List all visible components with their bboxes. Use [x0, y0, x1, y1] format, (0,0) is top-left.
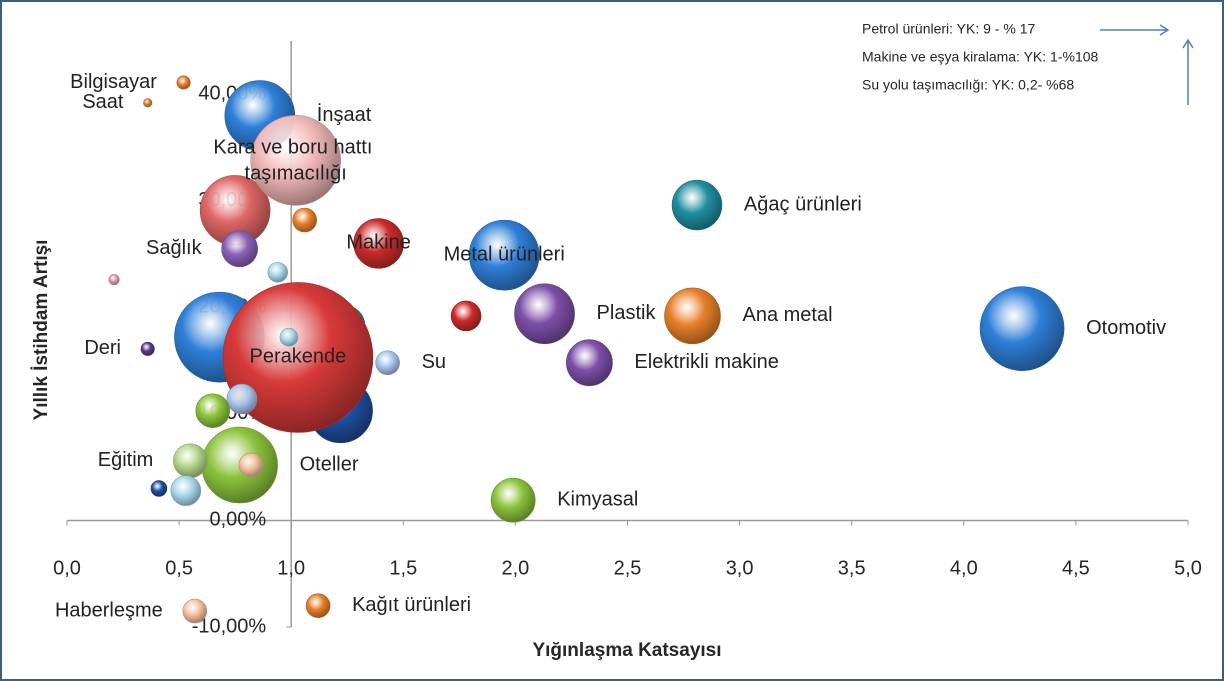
data-label: Sağlık — [146, 237, 203, 259]
bubble — [292, 207, 317, 233]
bubble — [108, 274, 120, 286]
x-tick-label: 0,5 — [165, 557, 193, 579]
bubble — [195, 393, 231, 428]
data-label: Bilgisayar — [70, 71, 157, 93]
y-tick-label: -10,00% — [192, 615, 267, 637]
bubble — [353, 218, 404, 269]
bubble — [238, 452, 264, 478]
bubble — [566, 339, 613, 387]
x-tick-label: 4,0 — [950, 557, 978, 579]
bubble — [222, 282, 374, 433]
data-label: Ana metal — [743, 304, 833, 326]
bubble — [490, 477, 536, 523]
x-tick-label: 2,0 — [501, 557, 529, 579]
annotation: Petrol ürünleri: YK: 9 - % 17 — [862, 21, 1035, 37]
y-axis-title: Yıllık İstihdam Artışı — [31, 240, 52, 421]
bubble — [143, 98, 153, 108]
y-tick-label: 0,00% — [209, 509, 266, 531]
data-label: Haberleşme — [55, 599, 163, 621]
x-tick-label: 4,5 — [1062, 557, 1090, 579]
data-label: Kara ve boru hattı taşımacılığı — [213, 137, 378, 185]
bubble — [267, 261, 288, 283]
data-label: Deri — [84, 337, 121, 359]
data-label: Oteller — [300, 453, 359, 475]
data-label: Kağıt ürünleri — [352, 594, 471, 616]
bubble — [375, 350, 400, 376]
bubble — [305, 593, 331, 618]
annotation: Su yolu taşımacılığı: YK: 0,2- %68 — [862, 77, 1074, 93]
data-label: Ağaç ürünleri — [744, 193, 862, 215]
data-label: Perakende — [250, 346, 347, 368]
bubble — [221, 230, 258, 268]
annotation-arrows — [1100, 24, 1194, 105]
bubble — [150, 480, 168, 497]
x-tick-label: 1,0 — [277, 557, 305, 579]
data-label: Su — [422, 351, 446, 373]
annotation: Makine ve eşya kiralama: YK: 1-%108 — [862, 49, 1099, 65]
data-label: Otomotiv — [1086, 317, 1166, 339]
bubble — [450, 300, 482, 332]
x-tick-label: 1,5 — [389, 557, 417, 579]
bubble — [979, 286, 1065, 371]
bubble — [182, 598, 208, 624]
x-tick-label: 0,0 — [53, 557, 81, 579]
bubble — [170, 475, 202, 506]
bubble — [664, 287, 721, 345]
x-axis-title: Yığınlaşma Katsayısı — [532, 640, 721, 661]
bubble — [279, 327, 299, 347]
data-label: Makine — [346, 232, 410, 254]
data-label: Plastik — [597, 302, 657, 324]
bubble — [514, 283, 575, 345]
data-label: Saat — [82, 91, 124, 113]
bubble — [671, 179, 723, 231]
data-label: Elektrikli makine — [634, 351, 778, 373]
bubble — [250, 115, 341, 206]
x-tick-label: 3,5 — [838, 557, 866, 579]
bubble — [468, 219, 540, 291]
bubble — [140, 341, 155, 356]
bubble — [226, 383, 258, 415]
data-label: Metal ürünleri — [444, 243, 565, 265]
data-label: Kimyasal — [557, 488, 638, 510]
x-tick-label: 2,5 — [614, 557, 642, 579]
data-label: İnşaat — [317, 103, 372, 126]
bubble — [173, 443, 208, 479]
bubble — [176, 75, 191, 90]
x-tick-label: 5,0 — [1174, 557, 1202, 579]
x-tick-label: 3,0 — [726, 557, 754, 579]
data-label: Eğitim — [98, 449, 154, 471]
